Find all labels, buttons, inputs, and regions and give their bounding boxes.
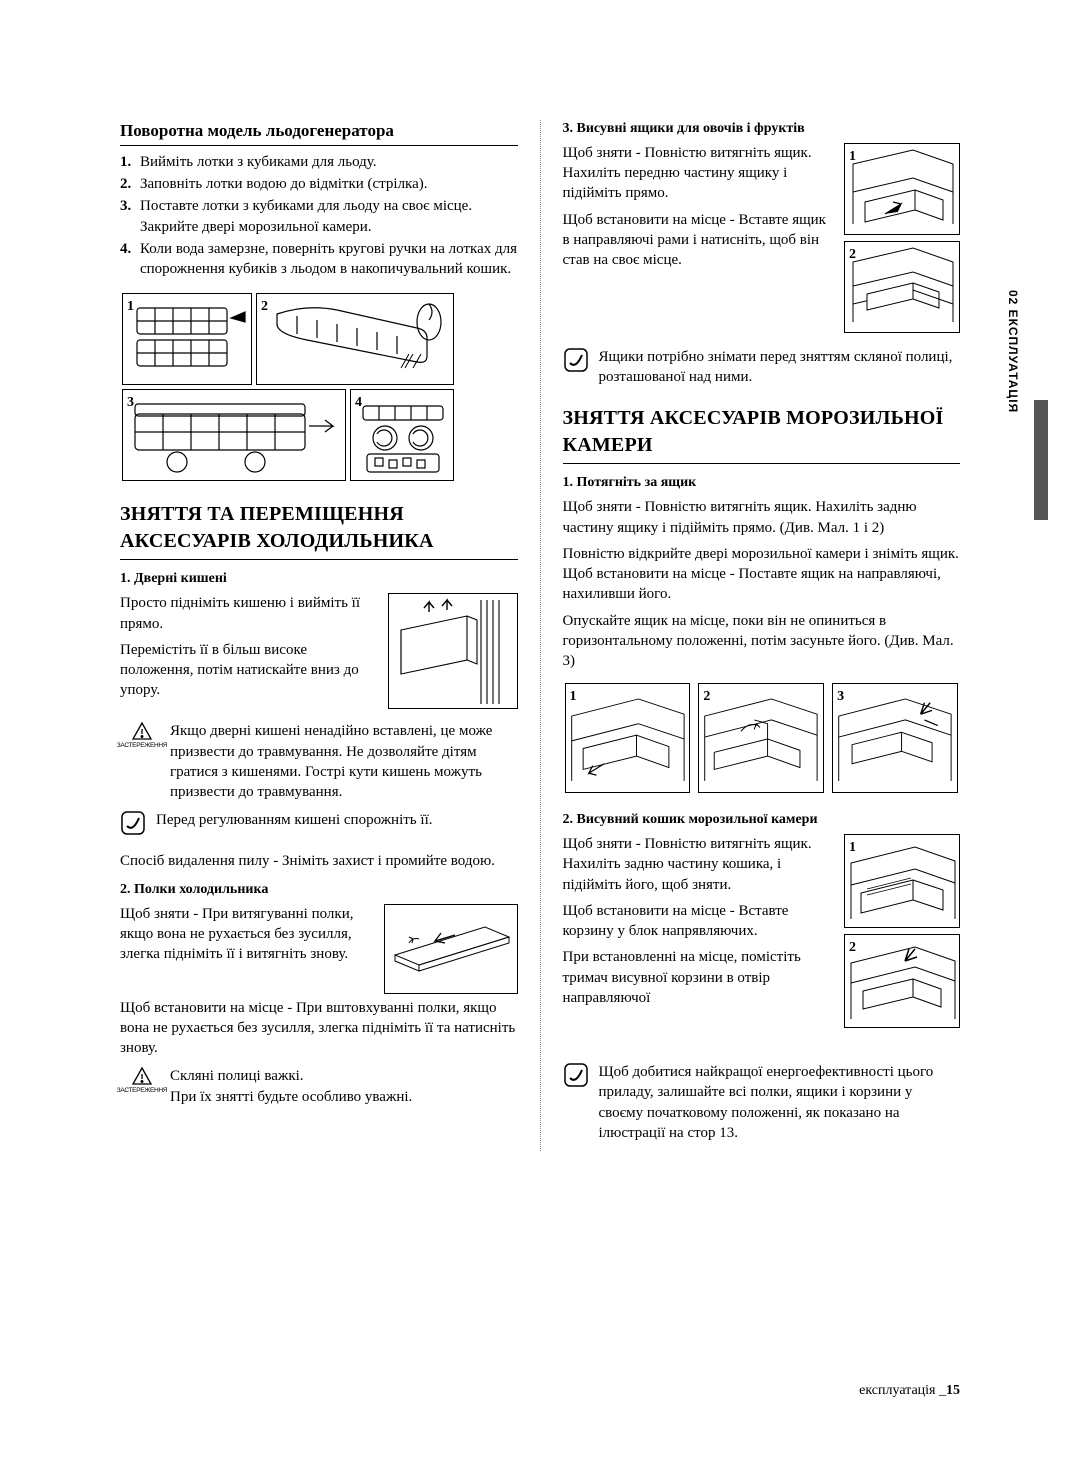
ice-step: Коли вода замерзне, поверніть кругові ру… [140, 239, 518, 280]
pull-drawer-heading: 1. Потягніть за ящик [563, 474, 961, 493]
ice-step: Заповніть лотки водою до відмітки (стріл… [140, 174, 518, 194]
freezer-basket-heading: 2. Висувний кошик морозильної камери [563, 811, 961, 830]
freezer-step-icon [833, 684, 957, 792]
body-text: Повністю відкрийте двері морозильної кам… [563, 544, 961, 605]
basket-install-icon [845, 935, 959, 1027]
right-column: 3. Висувні ящики для овочів і фруктів 1 … [563, 120, 961, 1151]
warning-icon: ЗАСТЕРЕЖЕННЯ [120, 1066, 164, 1096]
left-column: Поворотна модель льодогенератора 1.Виймі… [120, 120, 518, 1151]
info-note: Ящики потрібно знімати перед зняттям скл… [563, 347, 961, 388]
note-text: Щоб добитися найкращої енергоефективност… [599, 1062, 961, 1143]
ice-step: Вийміть лотки з кубиками для льоду. [140, 152, 518, 172]
freezer-step-icon [566, 684, 690, 792]
warning-note: ЗАСТЕРЕЖЕННЯ Скляні полиці важкі. При їх… [120, 1066, 518, 1107]
door-pockets-heading: 1. Дверні кишені [120, 570, 518, 589]
ice-twist-panel-icon [351, 390, 453, 480]
note-icon [563, 1062, 593, 1094]
warning-text: Скляні полиці важкі. [170, 1066, 518, 1086]
note-text: Перед регулюванням кишені спорожніть її. [156, 810, 518, 830]
warning-icon: ЗАСТЕРЕЖЕННЯ [120, 721, 164, 751]
shelf-figure [384, 904, 518, 994]
info-note: Щоб добитися найкращої енергоефективност… [563, 1062, 961, 1143]
drawer-figure-stack: 1 2 [844, 143, 960, 339]
section-tab-label: 02 ЕКСПЛУАТАЦІЯ [1006, 290, 1020, 413]
drawer-install-icon [845, 242, 959, 332]
body-text: Опускайте ящик на місце, поки він не опи… [563, 611, 961, 672]
freezer-accessories-heading: ЗНЯТТЯ АКСЕСУАРІВ МОРОЗИЛЬНОЇ КАМЕРИ [563, 405, 961, 464]
ice-step: Поставте лотки з кубиками для льоду на с… [140, 196, 518, 237]
drawer-remove-icon [845, 144, 959, 234]
body-text: Щоб зняти - Повністю витягніть ящик. Нах… [563, 497, 961, 538]
body-text: Спосіб видалення пилу - Зніміть захист і… [120, 851, 518, 871]
basket-remove-icon [845, 835, 959, 927]
fridge-accessories-heading: ЗНЯТТЯ ТА ПЕРЕМІЩЕННЯ АКСЕСУАРІВ ХОЛОДИЛ… [120, 501, 518, 560]
ice-tray-panel-icon [123, 294, 251, 384]
ice-heading: Поворотна модель льодогенератора [120, 120, 518, 146]
freezer-drawer-figure-row: 1 2 [563, 681, 961, 795]
ice-tray-figure: 1 [120, 291, 460, 483]
ice-insert-panel-icon [123, 390, 345, 480]
ice-fill-panel-icon [257, 294, 453, 384]
door-pocket-figure [388, 593, 518, 709]
ice-steps-list: 1.Вийміть лотки з кубиками для льоду. 2.… [120, 152, 518, 280]
page-footer: експлуатація _15 [859, 1383, 960, 1399]
warning-text: Якщо дверні кишені ненадійно вставлені, … [170, 721, 518, 802]
warning-text: При їх знятті будьте особливо уважні. [170, 1087, 518, 1107]
note-text: Ящики потрібно знімати перед зняттям скл… [599, 347, 961, 388]
footer-text: експлуатація _ [859, 1383, 946, 1398]
section-tab-bar [1034, 400, 1048, 520]
warning-note: ЗАСТЕРЕЖЕННЯ Якщо дверні кишені ненадійн… [120, 721, 518, 802]
note-icon [563, 347, 593, 379]
freezer-step-icon [699, 684, 823, 792]
shelf-icon [385, 905, 517, 993]
drawers-heading: 3. Висувні ящики для овочів і фруктів [563, 120, 961, 139]
column-divider [540, 120, 541, 1151]
page-number: 15 [946, 1383, 960, 1398]
body-text: Щоб встановити на місце - При вштовхуван… [120, 998, 518, 1059]
door-pocket-icon [389, 594, 517, 708]
note-icon [120, 810, 150, 842]
basket-figure-stack: 1 2 [844, 834, 960, 1034]
shelves-heading: 2. Полки холодильника [120, 881, 518, 900]
section-tab: 02 ЕКСПЛУАТАЦІЯ [1002, 290, 1024, 418]
info-note: Перед регулюванням кишені спорожніть її. [120, 810, 518, 842]
